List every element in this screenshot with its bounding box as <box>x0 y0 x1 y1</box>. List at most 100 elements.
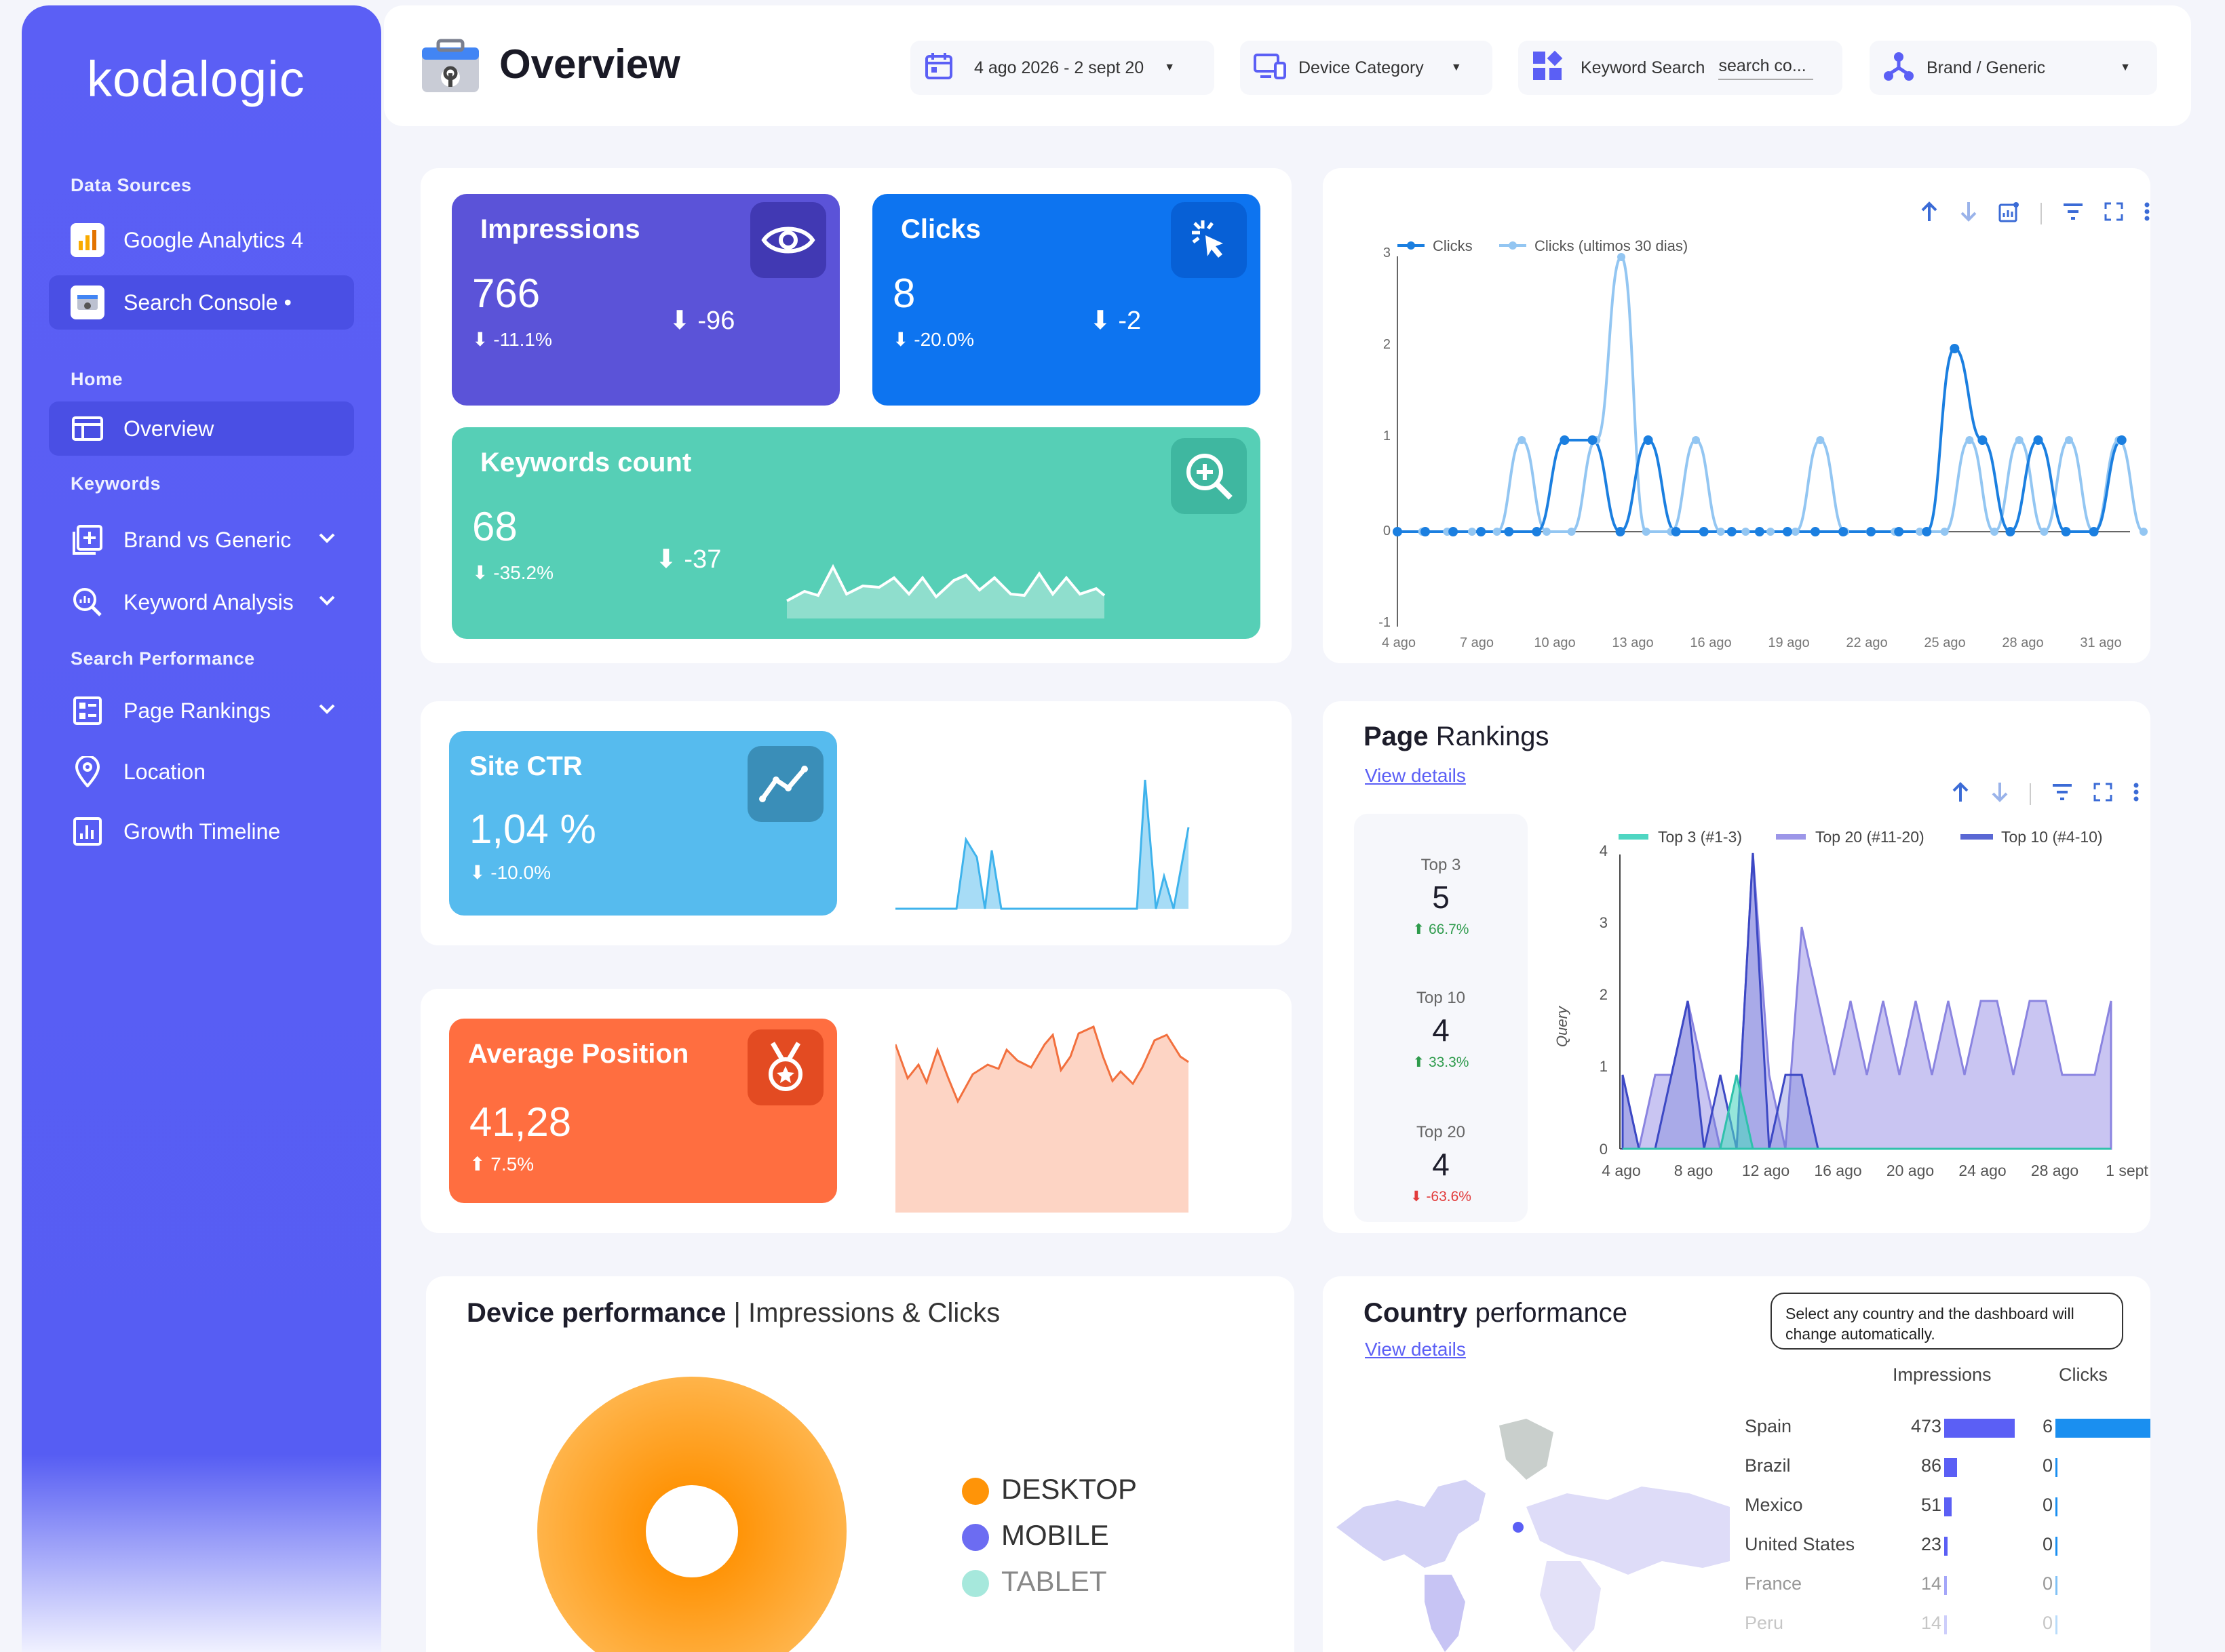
clicks-value: 0 <box>2042 1495 2053 1515</box>
chevron-down-icon[interactable] <box>316 590 338 617</box>
dashboard-icon <box>71 412 104 446</box>
table-row[interactable]: Spain 473 6 <box>1323 1416 2150 1443</box>
impressions-value: 14 <box>1920 1573 1941 1594</box>
data-point-clicks <box>1615 527 1625 536</box>
kpi-change-text: -11.1% <box>493 329 552 350</box>
top10-change: ⬆ 33.3% <box>1412 1055 1469 1070</box>
data-point-clicks <box>1476 527 1486 536</box>
zoom-in-icon <box>1171 438 1247 514</box>
world-map[interactable] <box>1323 1405 1730 1652</box>
sidebar-item-keyword-analysis[interactable]: Keyword Analysis <box>49 575 354 629</box>
chart-toolbar <box>1920 201 2150 226</box>
country-performance-card: Country performance View details Select … <box>1323 1276 2150 1652</box>
y-tick-label: 1 <box>1600 1058 1608 1075</box>
keyword-search-filter[interactable]: Keyword Search search co... <box>1518 41 1842 95</box>
data-point-clicks-30 <box>1492 528 1501 536</box>
data-point-clicks <box>1754 527 1764 536</box>
top10-value: 4 <box>1432 1012 1450 1048</box>
sidebar-item-page-rankings[interactable]: Page Rankings <box>49 684 354 738</box>
data-point-clicks <box>1699 527 1709 536</box>
device-category-filter[interactable]: Device Category ▼ <box>1240 41 1492 95</box>
clicks-bar <box>2055 1497 2057 1516</box>
impressions-value: 51 <box>1920 1495 1941 1515</box>
sort-descending-icon[interactable] <box>1959 201 1978 226</box>
cursor-click-icon <box>1171 202 1247 278</box>
legend-item-tablet[interactable]: TABLET <box>962 1558 1137 1605</box>
view-details-link[interactable]: View details <box>1365 765 1466 786</box>
table-row[interactable]: France 14 0 <box>1323 1573 2150 1600</box>
col-clicks: Clicks <box>2059 1364 2108 1385</box>
country-name: Peru <box>1745 1613 1784 1633</box>
sidebar-item-label: Keyword Analysis <box>123 589 294 614</box>
data-point-clicks <box>1726 527 1737 536</box>
calendar-icon <box>924 51 954 85</box>
sidebar-item-location[interactable]: Location <box>49 745 354 799</box>
sort-descending-icon[interactable] <box>1990 781 2009 806</box>
ctr-sparkline <box>895 779 1190 910</box>
sort-ascending-icon[interactable] <box>1920 201 1939 226</box>
page-rankings-card: Page Rankings View details Top 3 5 ⬆ 66.… <box>1323 701 2150 1233</box>
table-row[interactable]: United States 23 0 <box>1323 1534 2150 1561</box>
chart-insights-icon[interactable] <box>1998 201 2020 226</box>
section-data-sources: Data Sources <box>71 175 192 195</box>
eye-icon <box>750 202 826 278</box>
legend-item-desktop[interactable]: DESKTOP <box>962 1466 1137 1512</box>
title-rest: performance <box>1467 1298 1627 1328</box>
impressions-bar <box>1944 1576 1947 1595</box>
y-tick-label: 1 <box>1383 429 1391 444</box>
country-hint: Select any country and the dashboard wil… <box>1771 1293 2123 1350</box>
map-north-america <box>1336 1480 1486 1568</box>
map-eurasia <box>1526 1487 1730 1575</box>
impressions-bar <box>1944 1497 1952 1516</box>
clicks-value: 0 <box>2042 1455 2053 1476</box>
trending-up-icon <box>748 746 824 822</box>
data-point-clicks-30 <box>1916 528 1924 536</box>
filter-icon[interactable] <box>2062 202 2084 224</box>
y-tick-label: 0 <box>1383 524 1391 538</box>
date-range-picker[interactable]: 4 ago 2026 - 2 sept 20 ▼ <box>910 41 1214 95</box>
x-tick-label: 7 ago <box>1460 635 1494 650</box>
data-point-clicks <box>1448 527 1458 536</box>
table-row[interactable]: Peru 14 0 <box>1323 1613 2150 1640</box>
sort-ascending-icon[interactable] <box>1951 781 1970 806</box>
legend-dot <box>962 1523 989 1551</box>
sidebar-item-growth-timeline[interactable]: Growth Timeline <box>49 804 354 859</box>
x-tick-label: 28 ago <box>2002 635 2043 650</box>
more-vert-icon[interactable] <box>2144 201 2150 225</box>
x-tick-label: 19 ago <box>1768 635 1809 650</box>
chevron-down-icon[interactable] <box>316 699 338 726</box>
kpi-value: 766 <box>472 271 541 316</box>
title-bold: Country <box>1363 1298 1468 1328</box>
impressions-bar <box>1944 1615 1947 1634</box>
x-tick-label: 24 ago <box>1958 1162 2006 1179</box>
data-point-clicks-30 <box>1468 528 1476 536</box>
more-vert-icon[interactable] <box>2133 782 2140 806</box>
impressions-bar <box>1944 1537 1948 1556</box>
site-ctr-card: Site CTR 1,04 % ⬇ -10.0% <box>449 731 837 916</box>
sidebar-item-google-analytics[interactable]: Google Analytics 4 <box>49 213 354 267</box>
legend-item-mobile[interactable]: MOBILE <box>962 1512 1137 1558</box>
table-row[interactable]: Mexico 51 0 <box>1323 1495 2150 1522</box>
table-row[interactable]: Brazil 86 0 <box>1323 1455 2150 1482</box>
legend-label: TABLET <box>1001 1565 1107 1597</box>
view-details-link[interactable]: View details <box>1365 1339 1466 1360</box>
sidebar-item-brand-vs-generic[interactable]: Brand vs Generic <box>49 513 354 567</box>
clicks-value: 6 <box>2042 1416 2053 1436</box>
clicks-line-chart: Clicks Clicks (ultimos 30 dias) 3 2 1 0 -1 4… <box>1378 237 2148 650</box>
app-logo: kodalogic <box>87 51 305 107</box>
average-position-card: Average Position 41,28 ⬆ 7.5% <box>449 1019 837 1203</box>
chevron-down-icon[interactable] <box>316 528 338 555</box>
sidebar-item-overview[interactable]: Overview <box>49 401 354 456</box>
filter-icon[interactable] <box>2051 783 2073 805</box>
top3-value: 5 <box>1432 880 1450 915</box>
data-point-clicks <box>1643 435 1653 445</box>
toolbar-divider <box>2040 202 2042 224</box>
position-sparkline <box>895 1025 1189 1213</box>
y-tick-label: 3 <box>1600 914 1608 931</box>
map-africa <box>1540 1561 1601 1652</box>
brand-generic-filter[interactable]: Brand / Generic ▼ <box>1870 41 2157 95</box>
fullscreen-icon[interactable] <box>2104 202 2123 224</box>
sidebar-item-search-console[interactable]: Search Console • <box>49 275 354 330</box>
keyword-search-input[interactable]: search co... <box>1718 56 1814 80</box>
fullscreen-icon[interactable] <box>2093 783 2112 805</box>
